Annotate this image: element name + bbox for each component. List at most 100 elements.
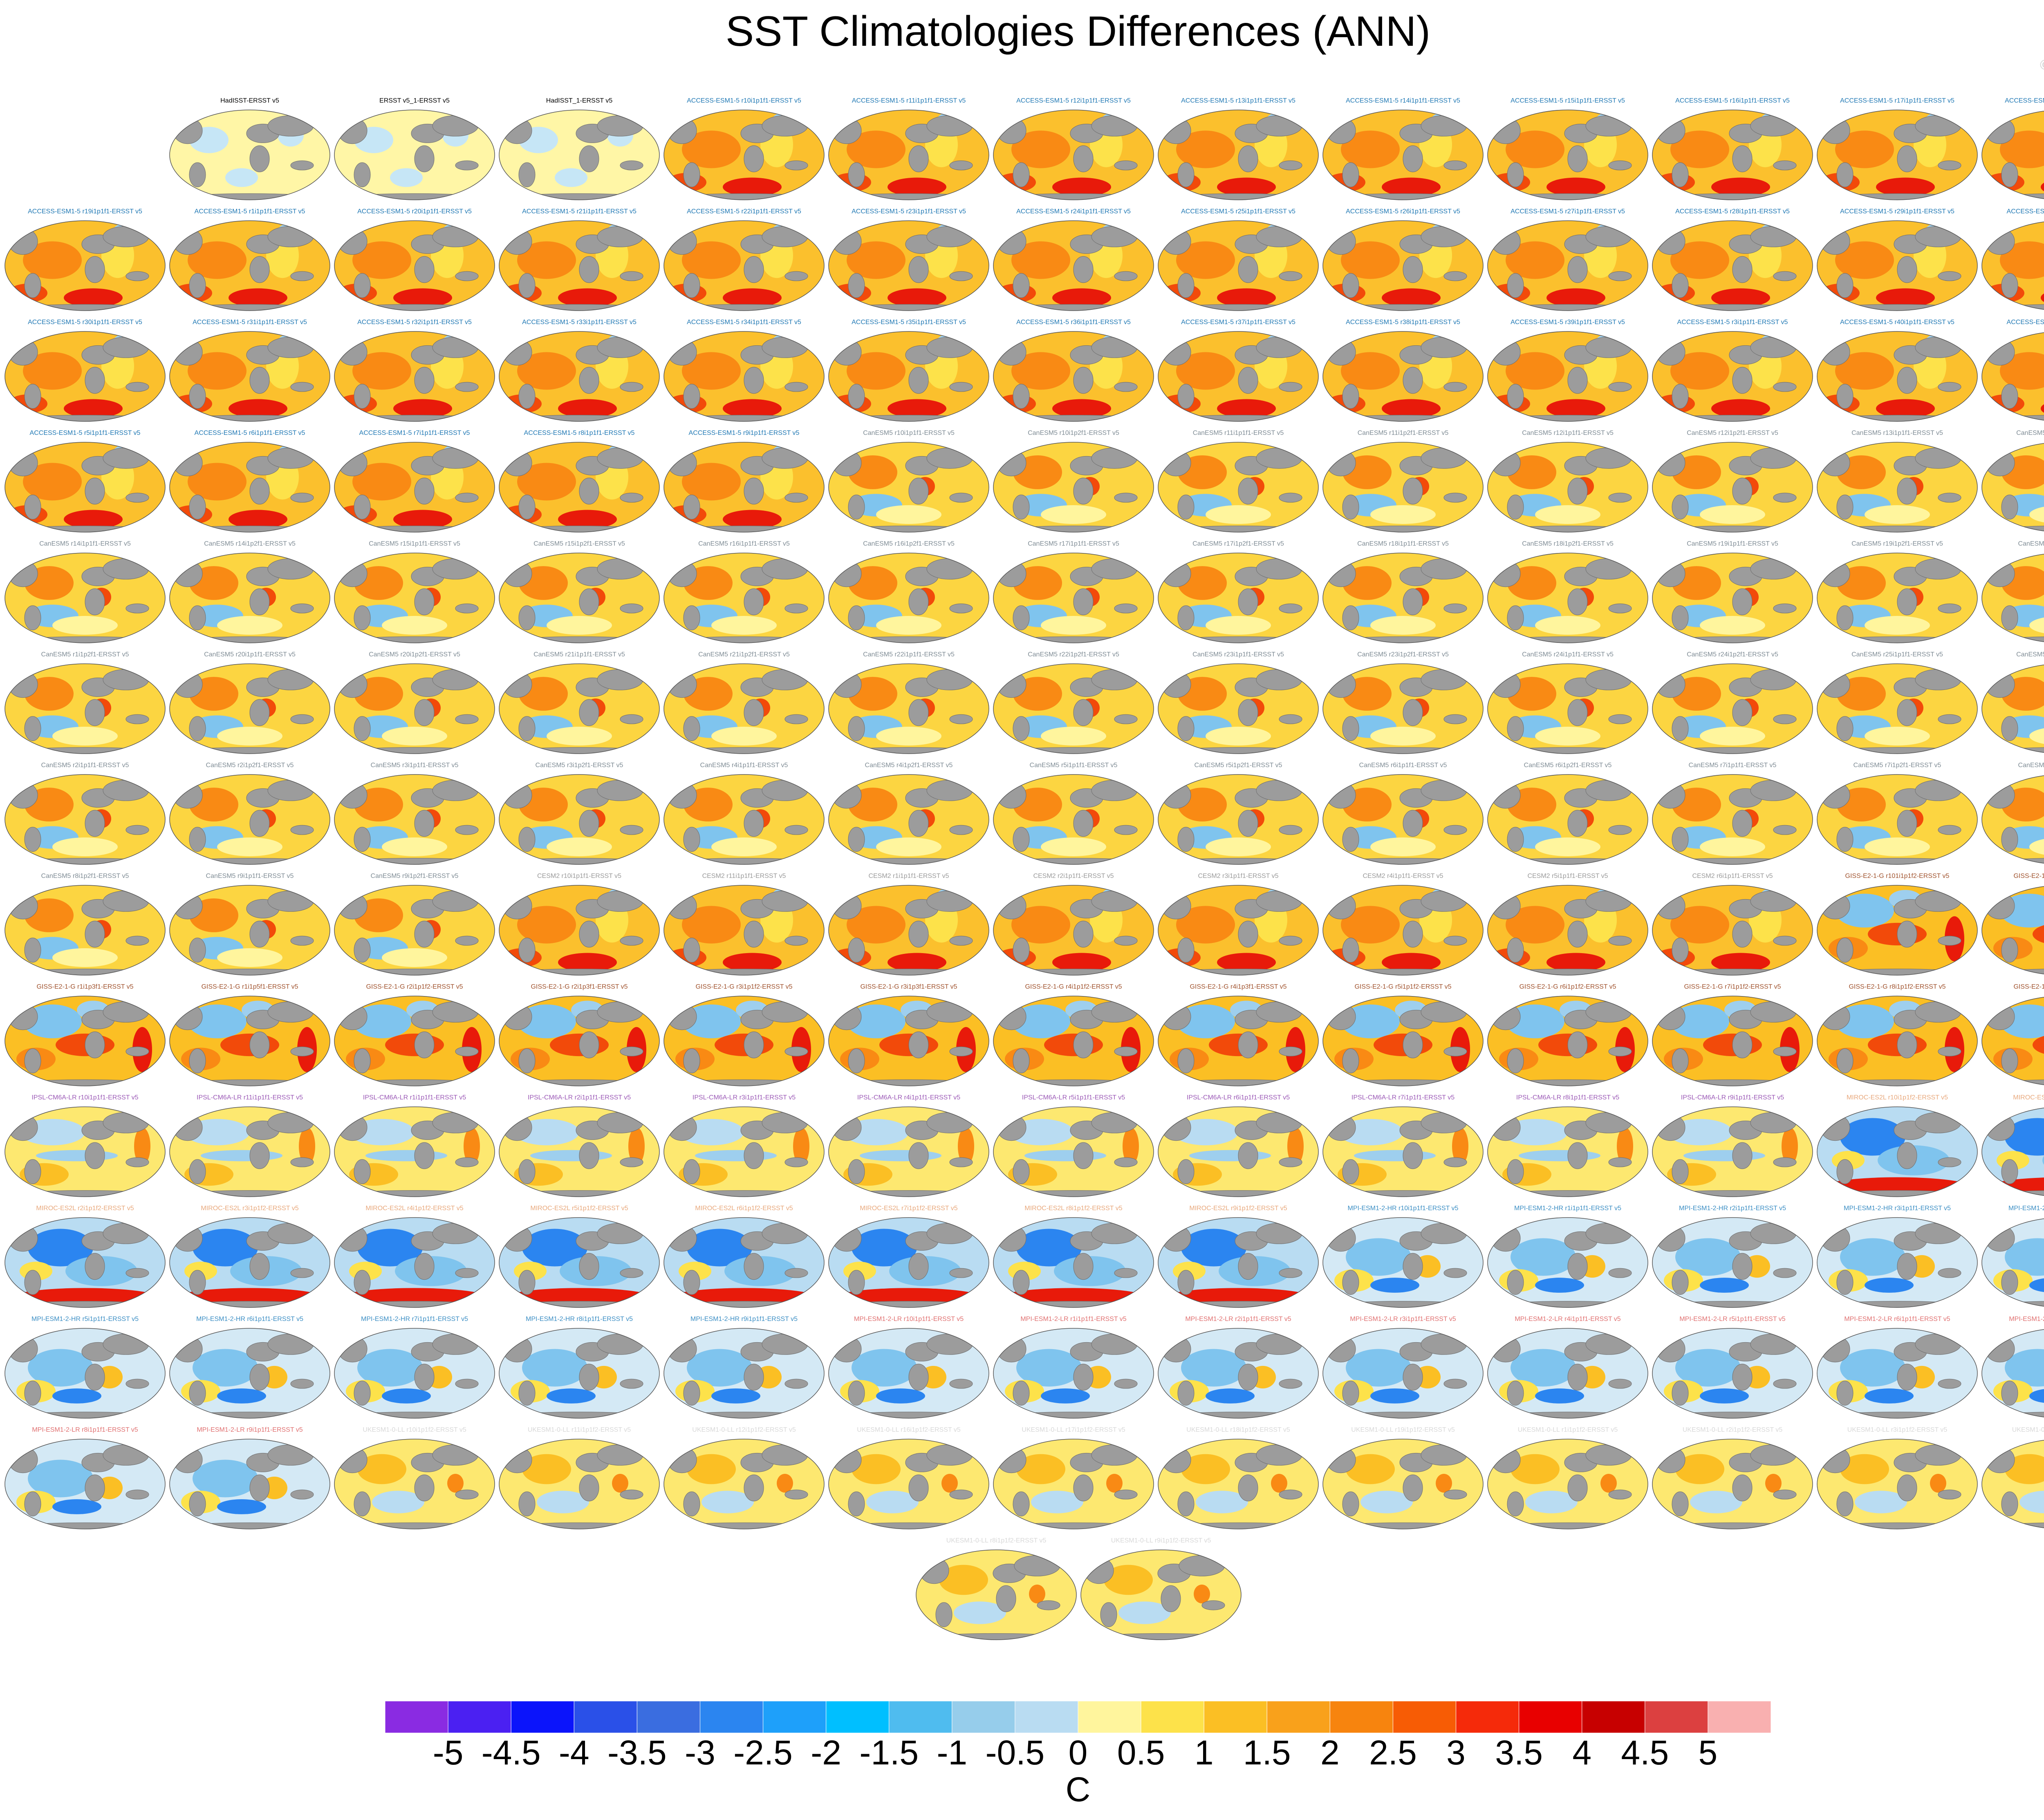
panel-label: CanESM5 r15i1p2f1-ERSST v5 [533,540,625,547]
land-mass [1567,1363,1588,1391]
panel-label: MPI-ESM1-2-HR r8i1p1f1-ERSST v5 [526,1316,633,1323]
map-panel: CanESM5 r5i1p1f1-ERSST v5 [992,762,1155,868]
land-mass [1732,145,1753,172]
anomaly-region [1546,288,1605,307]
sst-map [663,1217,825,1308]
land-mass [414,145,435,172]
anomaly-region [888,288,946,307]
map-outline [1981,222,2044,310]
land-mass [1608,603,1632,613]
land-mass [744,699,764,726]
land-mass [1114,271,1138,281]
land-mass [103,448,149,469]
land-mass [1507,495,1524,520]
anomaly-region [1835,1004,1894,1039]
land-mass [1672,1381,1689,1406]
anomaly-region [711,616,777,635]
panel-label: MPI-ESM1-2-LR r1i1p1f1-ERSST v5 [1020,1316,1127,1323]
land-mass [908,256,929,283]
land-mass [1279,1046,1302,1057]
anomaly-region [847,906,905,944]
panel-label: GISS-E2-1-G r3i1p1f2-ERSST v5 [695,983,793,990]
land-mass [1836,162,1853,188]
panel-label: CanESM5 r12i1p2f1-ERSST v5 [1687,430,1778,437]
map-outline [499,1106,660,1197]
anomaly-region [365,1150,447,1162]
sst-map [1158,1217,1319,1308]
panel-label: CESM2 r10i1p1f1-ERSST v5 [537,873,621,880]
panel-label: CanESM5 r3i1p1f1-ERSST v5 [370,762,459,769]
land-mass [1073,920,1094,948]
land-mass [1161,1585,1181,1612]
sst-map [993,442,1154,533]
anomaly-region [390,168,423,187]
land-mass [85,477,105,505]
land-mass [502,1335,532,1363]
land-mass [831,781,862,809]
map-panel: CanESM5 r7i1p1f1-ERSST v5 [1651,762,1814,868]
sst-map [1652,774,1813,865]
land-mass [1342,716,1359,741]
land-mass [1732,1253,1753,1280]
land-mass [597,337,643,358]
land-mass [337,1003,368,1030]
colorbar-tick-label: 0.5 [1117,1733,1165,1772]
land-mass [432,337,479,358]
panel-label: MPI-ESM1-2-HR r4i1p1f1-ERSST v5 [2008,1205,2044,1212]
land-mass [1655,781,1685,809]
anomaly-region [1181,1229,1246,1267]
sst-map [499,996,660,1086]
land-mass [1585,1444,1632,1466]
colorbar-tick-label: 1.5 [1243,1733,1291,1772]
land-mass [762,891,808,912]
land-mass [1421,669,1467,690]
land-mass [949,825,973,835]
sst-map [169,331,330,422]
panel-label: ACCESS-ESM1-5 r9i1p1f1-ERSST v5 [688,430,800,437]
sst-map [169,885,330,976]
colorbar-swatch [1329,1701,1393,1733]
panel-label: GISS-E2-1-G r101i1p1f2-ERSST v5 [1845,873,1950,880]
land-mass [1672,1270,1689,1295]
sst-map [169,1217,330,1308]
panel-label: CESM2 r1i1p1f1-ERSST v5 [868,873,949,880]
land-mass [908,145,929,172]
anomaly-region [299,1127,315,1165]
colorbar-tick-label: -4 [558,1733,589,1772]
land-mass [620,936,643,946]
anomaly-region [723,288,782,307]
land-mass [908,1253,929,1280]
map-outline [334,774,495,865]
land-mass [24,1048,41,1074]
land-mass [784,936,808,946]
land-mass [1585,780,1632,801]
land-mass [1091,337,1138,358]
map-panel: ACCESS-ESM1-5 r39i1p1f1-ERSST v5 [1486,319,1650,425]
land-mass [1567,920,1588,948]
panel-label: CESM2 r4i1p1f1-ERSST v5 [1363,873,1443,880]
panel-label: UKESM1-0-LL r18i1p1f2-ERSST v5 [1186,1426,1290,1433]
map-outline [334,1217,495,1308]
land-mass [908,699,929,726]
land-mass [1773,1379,1797,1389]
anomaly-region [1519,1150,1600,1162]
map-outline [663,1439,825,1529]
anomaly-region [1700,727,1765,745]
land-mass [1820,1225,1850,1252]
anomaly-region [876,727,941,745]
sst-map [1487,1439,1648,1529]
map-outline [993,1106,1154,1197]
land-mass [1238,1474,1258,1502]
panel-label: ACCESS-ESM1-5 r31i1p1f1-ERSST v5 [193,319,307,326]
anomaly-region [52,837,118,856]
land-mass [1073,367,1094,394]
land-mass [290,160,314,170]
land-mass [1114,1489,1138,1500]
land-mass [1100,1602,1117,1627]
land-mass [432,1112,479,1133]
map-outline [1981,1108,2044,1196]
anomaly-region [393,510,452,529]
anomaly-region [2005,1118,2044,1156]
panel-label: MPI-ESM1-2-LR r5i1p1f1-ERSST v5 [1679,1316,1786,1323]
panel-label: GISS-E2-1-G r9i1p1f2-ERSST v5 [2013,983,2044,990]
